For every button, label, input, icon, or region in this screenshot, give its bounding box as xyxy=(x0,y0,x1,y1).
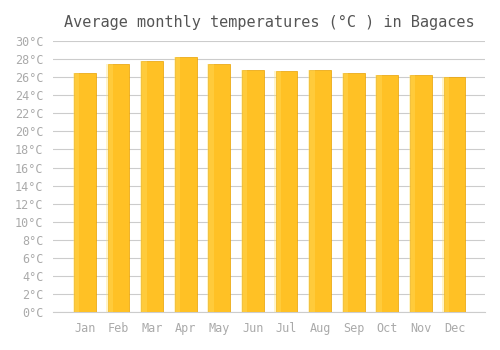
Bar xyxy=(207,63,214,312)
Bar xyxy=(174,57,197,312)
Bar xyxy=(140,61,146,312)
Bar xyxy=(74,72,96,312)
Bar xyxy=(242,70,264,312)
Bar xyxy=(274,71,281,312)
Bar xyxy=(73,72,80,312)
Bar xyxy=(106,63,113,312)
Bar xyxy=(308,70,314,312)
Bar xyxy=(409,75,416,312)
Bar xyxy=(208,63,230,312)
Bar xyxy=(375,75,382,312)
Title: Average monthly temperatures (°C ) in Bagaces: Average monthly temperatures (°C ) in Ba… xyxy=(64,15,474,30)
Bar xyxy=(444,77,466,312)
Bar xyxy=(410,75,432,312)
Bar xyxy=(342,72,348,312)
Bar xyxy=(174,57,180,312)
Bar xyxy=(309,70,331,312)
Bar xyxy=(108,63,130,312)
Bar xyxy=(276,71,297,312)
Bar xyxy=(376,75,398,312)
Bar xyxy=(442,77,449,312)
Bar xyxy=(141,61,163,312)
Bar xyxy=(241,70,248,312)
Bar xyxy=(342,72,364,312)
